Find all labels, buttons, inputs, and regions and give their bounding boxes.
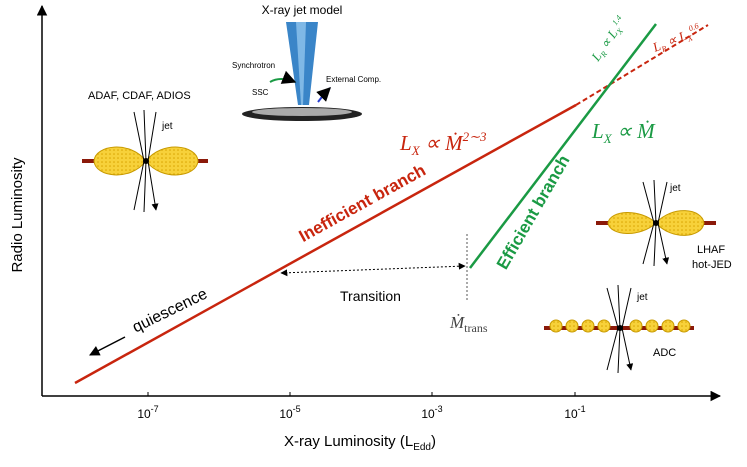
jet-core [296,22,306,105]
tick-base: 10 [279,407,293,421]
synchrotron-label: Synchrotron [232,61,275,70]
efficient-line [469,23,657,269]
tick-base: 10 [421,407,435,421]
adc-icon: jet ADC [544,284,694,373]
tick-exp: -1 [578,404,586,414]
lhaf-icon: jet LHAF hot-JED [596,179,732,271]
transition-label: Transition [340,288,401,304]
adc-jet: jet [636,292,648,303]
tick-base: 10 [564,407,578,421]
tick-exp: -3 [435,404,443,414]
adaf-jet: jet [161,121,173,132]
inefficient-label: Inefficient branch [296,161,429,246]
lhaf-line1: LHAF [697,244,725,256]
efficient-label: Efficient branch [493,152,574,273]
lhaf-line2: hot-JED [692,259,732,271]
ssc-label: SSC [252,88,269,97]
jet-model-icon: X-ray jet model Synchrotron SSC External… [232,3,381,121]
x-tick-label: 10-1 [564,404,585,421]
flat-extension [575,24,709,106]
inefficient-relation: LX ∝ Ṁ2∼3 [399,129,487,158]
adc-label: ADC [653,347,676,359]
flat-relation: LR ∝ LX0.6 [649,21,703,57]
adaf-title: ADAF, CDAF, ADIOS [88,90,191,102]
y-axis-label: Radio Luminosity [9,157,26,273]
x-axis-label: X-ray Luminosity (LEdd) [284,433,436,453]
x-tick-label: 10-3 [421,404,442,421]
jet-model-title: X-ray jet model [262,3,343,17]
tick-exp: -5 [293,404,301,414]
disk-top [252,108,352,116]
axes: 10-7 10-5 10-3 10-1 X-ray Luminosity (LEdd)… [9,4,722,453]
x-tick-label: 10-5 [279,404,300,421]
tick-base: 10 [137,407,151,421]
sync-arrow [269,70,297,84]
lhaf-jet: jet [669,183,681,194]
tick-exp: -7 [151,404,159,414]
steep-relation: LR ∝ LX1.4 [587,14,631,66]
efficient-relation: LX ∝ Ṁ [591,119,656,146]
inefficient-line [74,103,577,385]
mdot-trans: Ṁtrans [449,313,488,335]
quiescence-label: quiescence [130,286,210,337]
external-label: External Comp. [326,75,381,84]
adaf-icon: ADAF, CDAF, ADIOS jet [82,90,208,212]
x-tick-label: 10-7 [137,404,158,421]
quiescence-arrow [89,336,126,356]
ec-arrow [316,87,331,103]
transition-arrow [280,262,466,277]
